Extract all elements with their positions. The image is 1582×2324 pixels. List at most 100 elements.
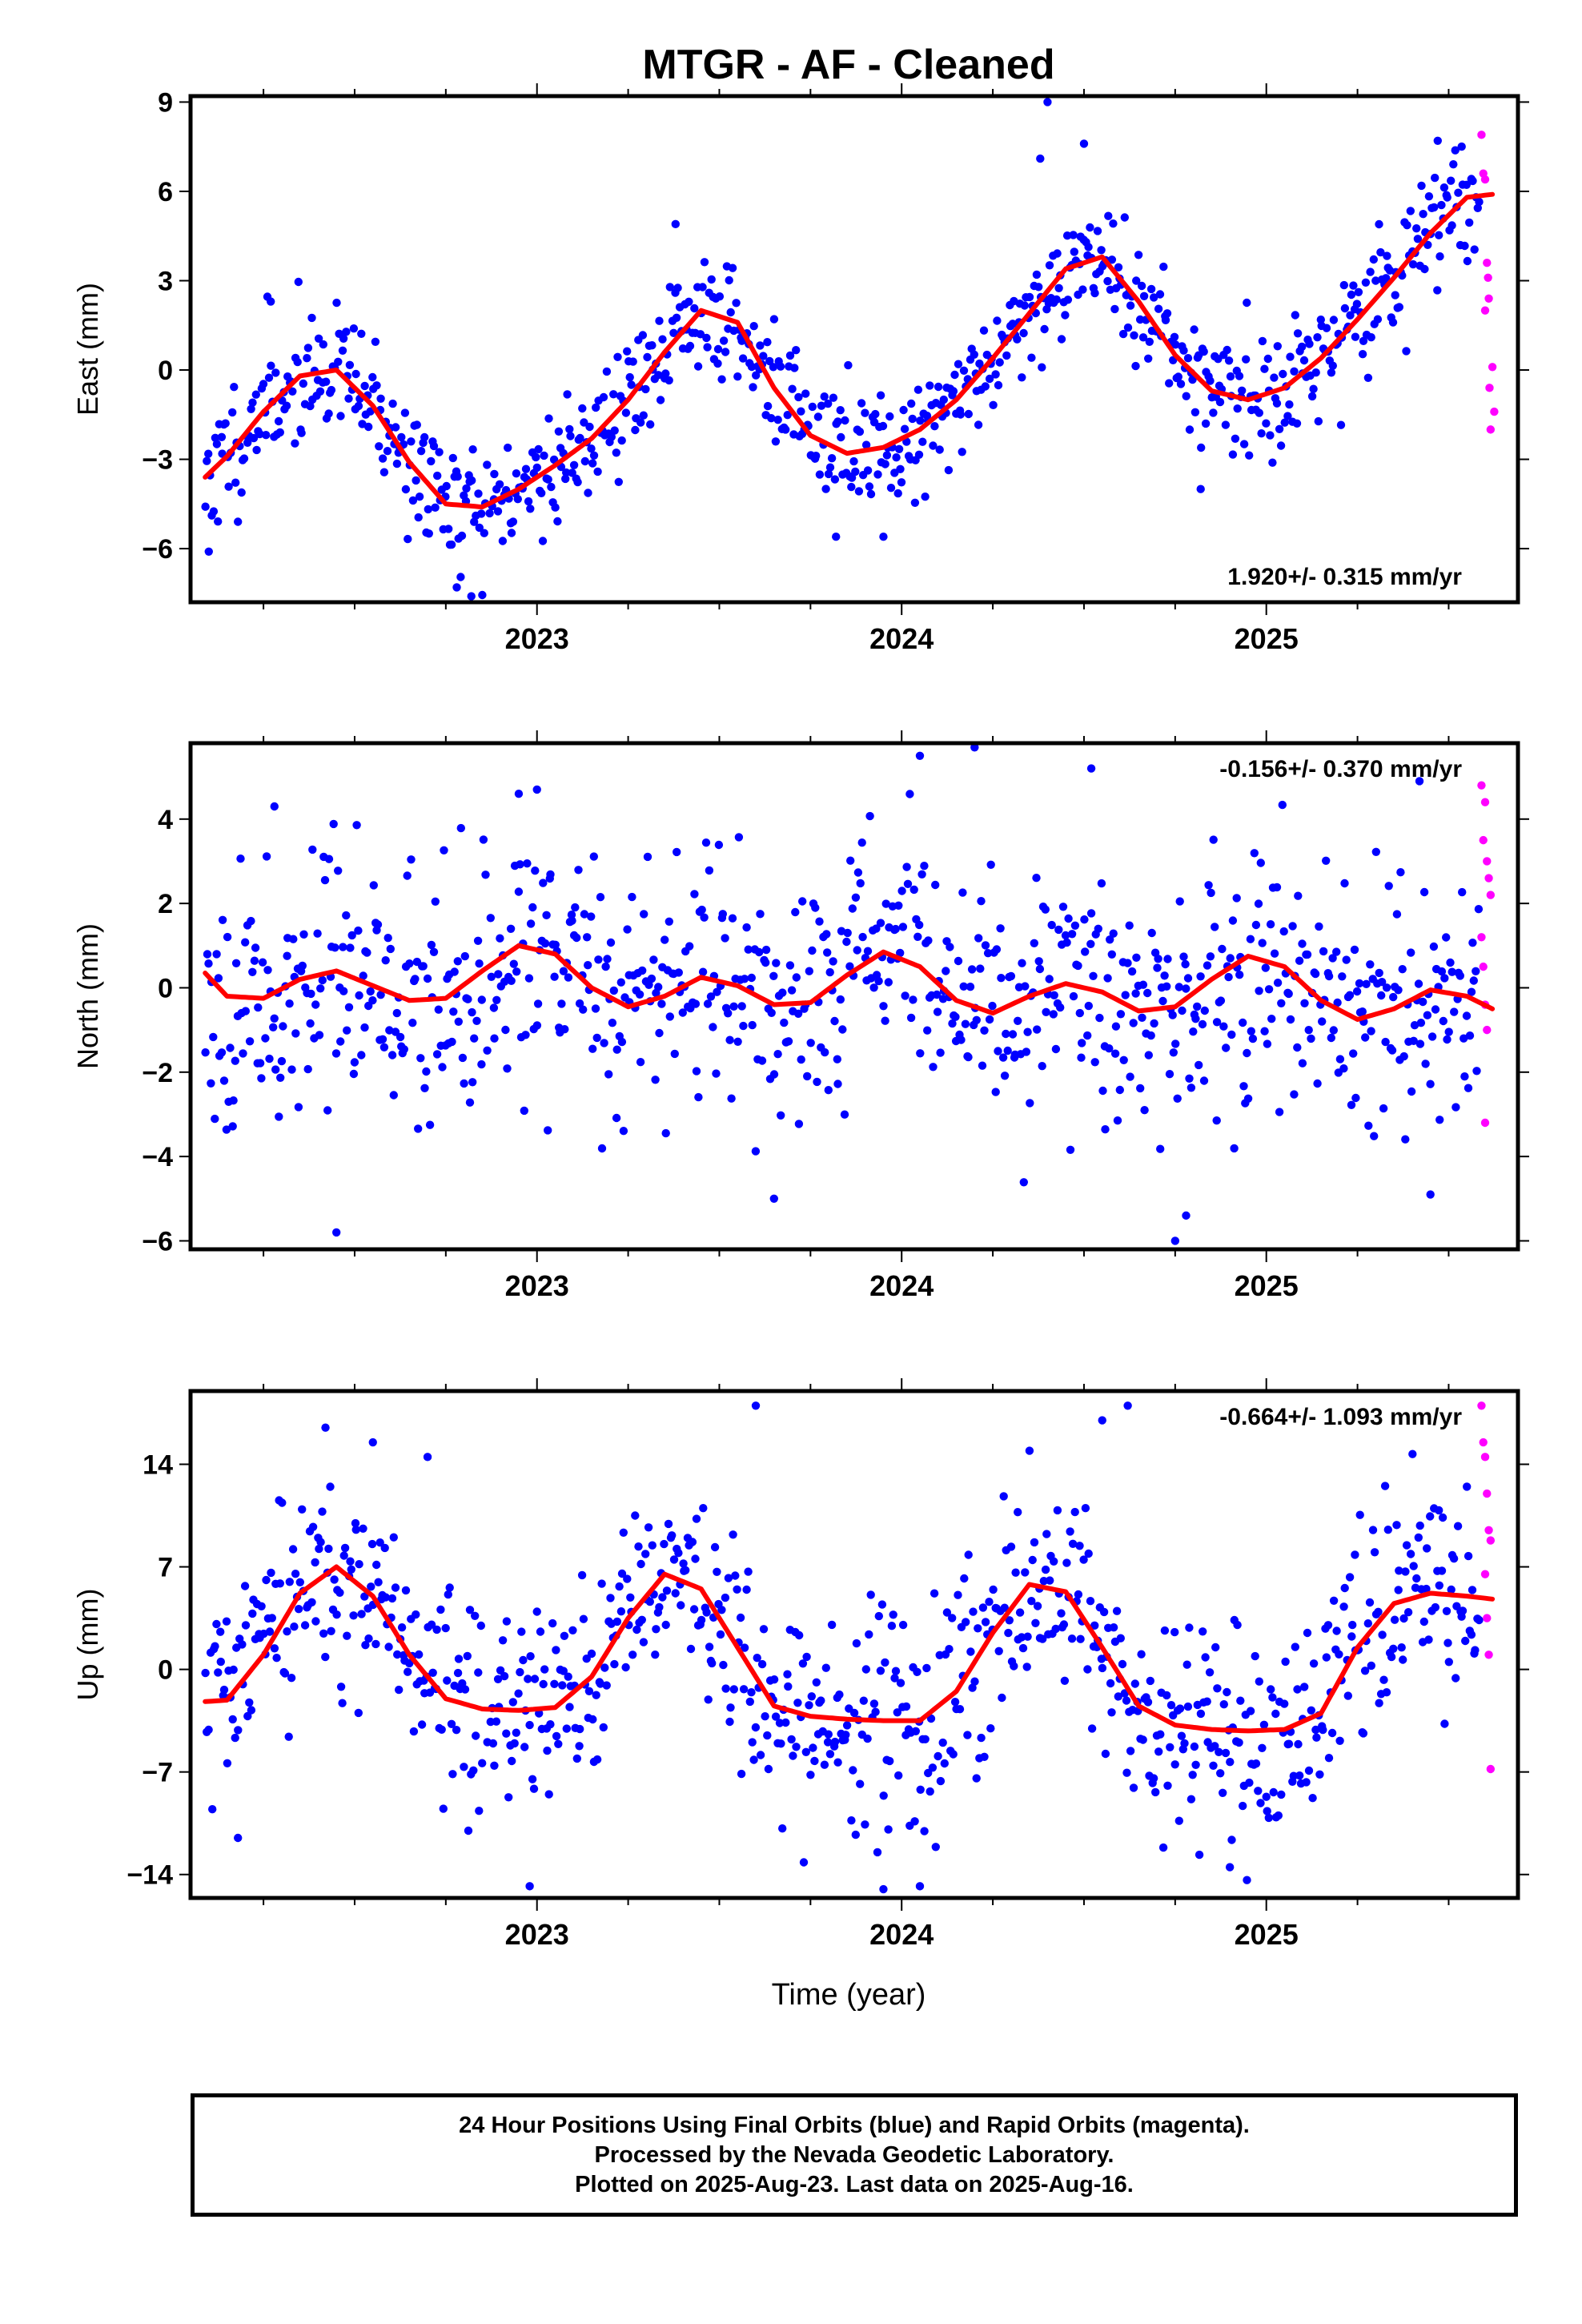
final-orbit-point — [231, 1056, 239, 1065]
final-orbit-point — [468, 1007, 476, 1017]
final-orbit-point — [506, 924, 516, 934]
final-orbit-point — [1313, 333, 1322, 342]
final-orbit-point — [416, 1054, 425, 1063]
final-orbit-point — [258, 958, 267, 967]
final-orbit-point — [530, 1675, 540, 1683]
final-orbit-point — [748, 1738, 757, 1747]
final-orbit-point — [641, 384, 650, 394]
final-orbit-point — [1069, 231, 1078, 239]
final-orbit-point — [713, 1567, 721, 1577]
final-orbit-point — [361, 1641, 370, 1650]
final-orbit-point — [1375, 968, 1383, 978]
final-orbit-point — [357, 1051, 366, 1059]
final-orbit-point — [336, 1037, 345, 1046]
final-orbit-point — [1422, 1584, 1431, 1594]
final-orbit-point — [1339, 280, 1349, 290]
final-orbit-point — [1174, 983, 1184, 991]
final-orbit-point — [536, 1627, 545, 1636]
final-orbit-point — [1314, 416, 1323, 426]
final-orbit-point — [429, 947, 439, 957]
final-orbit-point — [1465, 1031, 1475, 1040]
final-orbit-point — [1183, 354, 1193, 363]
final-orbit-point — [978, 1061, 987, 1070]
final-orbit-point — [651, 1651, 660, 1659]
final-orbit-point — [933, 1007, 942, 1016]
final-orbit-point — [343, 1026, 351, 1035]
final-orbit-point — [523, 859, 532, 868]
final-orbit-point — [1050, 1557, 1058, 1566]
final-orbit-point — [1469, 976, 1479, 985]
final-orbit-point — [792, 346, 801, 355]
final-orbit-point — [1138, 980, 1148, 989]
final-orbit-point — [224, 482, 233, 491]
final-orbit-point — [721, 934, 729, 943]
rapid-orbit-point — [1477, 131, 1486, 139]
final-orbit-point — [655, 316, 664, 325]
final-orbit-point — [222, 1125, 231, 1134]
final-orbit-point — [1437, 200, 1446, 210]
final-orbit-point — [719, 1660, 728, 1670]
final-orbit-point — [342, 911, 351, 920]
final-orbit-point — [767, 1008, 776, 1018]
final-orbit-point — [580, 456, 589, 466]
final-orbit-point — [639, 411, 648, 420]
final-orbit-point — [632, 1625, 641, 1634]
final-orbit-point — [1402, 1541, 1411, 1550]
final-orbit-point — [323, 1106, 332, 1115]
final-orbit-point — [717, 375, 726, 384]
final-orbit-point — [1447, 176, 1456, 185]
final-orbit-point — [1307, 1706, 1316, 1715]
final-orbit-point — [1146, 1676, 1155, 1686]
final-orbit-point — [817, 401, 826, 410]
final-orbit-point — [1042, 1530, 1051, 1538]
final-orbit-point — [961, 1019, 970, 1028]
final-orbit-point — [1257, 429, 1266, 438]
final-orbit-point — [1033, 1602, 1042, 1610]
final-orbit-point — [257, 1602, 266, 1611]
final-orbit-point — [1103, 974, 1112, 983]
final-orbit-point — [504, 443, 512, 452]
final-orbit-point — [401, 485, 411, 494]
final-orbit-point — [1058, 903, 1068, 911]
final-orbit-point — [1053, 1506, 1062, 1515]
final-orbit-point — [275, 428, 284, 437]
final-orbit-point — [574, 866, 583, 875]
final-orbit-point — [1336, 420, 1346, 429]
final-orbit-point — [583, 933, 592, 942]
final-orbit-point — [468, 1078, 477, 1087]
final-orbit-point — [331, 1228, 341, 1237]
x-tick-label: 2023 — [505, 1918, 569, 1951]
final-orbit-point — [1295, 1771, 1304, 1780]
final-orbit-point — [475, 1807, 484, 1815]
final-orbit-point — [1359, 336, 1368, 345]
final-orbit-point — [338, 1699, 347, 1707]
final-orbit-point — [1419, 887, 1429, 897]
final-orbit-point — [1094, 924, 1103, 934]
final-orbit-point — [313, 929, 322, 938]
final-orbit-point — [654, 371, 663, 380]
final-orbit-point — [1384, 882, 1393, 891]
final-orbit-point — [626, 1593, 635, 1602]
final-orbit-point — [462, 484, 471, 493]
y-tick-label: −6 — [142, 1226, 173, 1256]
final-orbit-point — [283, 1627, 291, 1636]
final-orbit-point — [396, 1032, 405, 1042]
final-orbit-point — [1206, 376, 1215, 385]
final-orbit-point — [239, 454, 249, 463]
final-orbit-point — [1122, 1696, 1131, 1705]
final-orbit-point — [1169, 1048, 1178, 1057]
final-orbit-point — [326, 1482, 335, 1491]
final-orbit-point — [483, 460, 492, 469]
final-orbit-point — [490, 469, 499, 479]
final-orbit-point — [1463, 256, 1472, 266]
final-orbit-point — [408, 496, 418, 505]
final-orbit-point — [1410, 1021, 1419, 1030]
final-orbit-point — [1460, 1072, 1469, 1081]
final-orbit-point — [204, 547, 213, 556]
final-orbit-point — [1255, 1677, 1264, 1686]
final-orbit-point — [508, 1698, 517, 1707]
final-orbit-point — [1447, 967, 1456, 976]
final-orbit-point — [1183, 974, 1193, 983]
final-orbit-point — [209, 1032, 218, 1042]
